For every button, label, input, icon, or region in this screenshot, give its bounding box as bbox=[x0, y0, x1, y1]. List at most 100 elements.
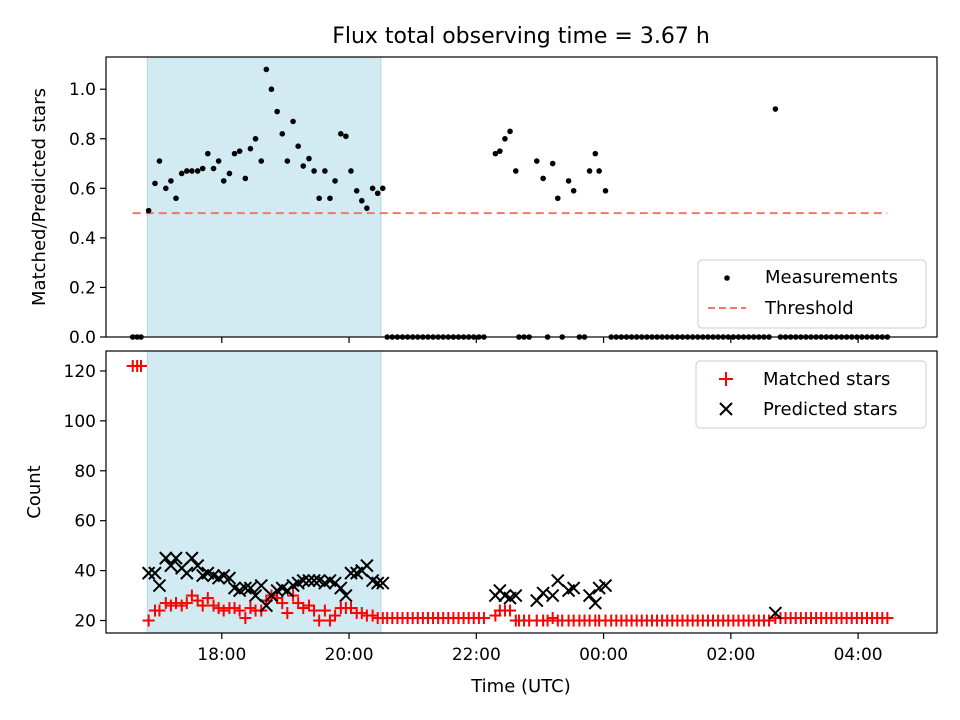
matched-star-point bbox=[881, 612, 894, 625]
matched-star-point bbox=[233, 604, 246, 617]
measurement-point bbox=[565, 178, 572, 184]
measurement-point bbox=[163, 185, 169, 192]
measurement-point bbox=[343, 133, 349, 140]
measurement-point bbox=[369, 185, 376, 192]
matched-star-point bbox=[228, 602, 241, 615]
measurement-point bbox=[497, 148, 503, 154]
bottom-legend-box bbox=[695, 360, 927, 429]
measurement-point bbox=[189, 168, 195, 174]
matched-star-point bbox=[201, 592, 214, 605]
predicted-star-point bbox=[545, 588, 560, 603]
measurement-point bbox=[554, 195, 561, 202]
matched-star-point bbox=[313, 614, 326, 627]
matched-star-point bbox=[207, 599, 220, 612]
matched-star-point bbox=[169, 597, 182, 610]
predicted-star-point bbox=[243, 581, 258, 595]
matched-star-point bbox=[308, 604, 321, 617]
predicted-star-point bbox=[598, 578, 613, 593]
predicted-star-point bbox=[582, 588, 597, 603]
measurement-point bbox=[226, 170, 233, 177]
matched-star-point bbox=[239, 612, 252, 625]
predicted-star-point bbox=[254, 578, 268, 593]
predicted-star-point bbox=[152, 578, 167, 593]
measurement-point bbox=[353, 188, 360, 194]
measurement-point bbox=[242, 175, 249, 182]
matched-star-point bbox=[297, 602, 310, 615]
matched-star-point bbox=[366, 609, 379, 622]
measurement-point bbox=[533, 158, 540, 164]
matched-legend-label: Matched stars bbox=[763, 369, 890, 390]
measurement-point bbox=[596, 168, 602, 174]
matched-star-point bbox=[175, 599, 188, 612]
matched-star-point bbox=[212, 602, 225, 615]
matched-star-point bbox=[244, 602, 257, 615]
predicted-star-point bbox=[370, 576, 385, 590]
observing-window-shade bbox=[146, 56, 382, 338]
measurement-point bbox=[358, 197, 365, 204]
predicted-star-point bbox=[536, 586, 550, 600]
predicted-star-point bbox=[159, 551, 173, 565]
top-legend: Measurements Threshold bbox=[697, 259, 927, 329]
predicted-star-point bbox=[164, 558, 178, 573]
bottom-y-tick-label: 80 bbox=[74, 462, 96, 482]
measurement-point bbox=[178, 170, 185, 177]
measurement-point bbox=[492, 150, 499, 157]
matched-star-point bbox=[504, 604, 517, 617]
top-y-tick-label: 1.0 bbox=[69, 80, 96, 100]
measurement-point bbox=[295, 143, 301, 150]
predicted-star-point bbox=[344, 566, 358, 580]
bottom-y-tick-label: 100 bbox=[64, 412, 96, 432]
predicted-star-point bbox=[360, 558, 374, 573]
predicted-star-point bbox=[190, 558, 205, 573]
predicted-star-point bbox=[180, 566, 194, 580]
matched-legend-marker bbox=[719, 372, 733, 386]
observing-window-shade-bottom bbox=[146, 350, 382, 634]
predicted-star-point bbox=[509, 588, 523, 603]
measurement-point bbox=[194, 168, 201, 174]
bottom-plot-area bbox=[126, 359, 894, 627]
measurement-point bbox=[258, 158, 265, 164]
threshold-legend-label: Threshold bbox=[764, 298, 854, 319]
predicted-star-point bbox=[339, 588, 353, 603]
predicted-star-point bbox=[169, 551, 183, 565]
predicted-star-point bbox=[185, 551, 199, 565]
measurement-point bbox=[284, 158, 291, 164]
predicted-star-point bbox=[566, 581, 581, 595]
measurement-point bbox=[220, 178, 227, 184]
predicted-star-point bbox=[238, 581, 253, 595]
matched-star-point bbox=[281, 607, 294, 620]
top-y-tick-label: 0.8 bbox=[69, 130, 96, 150]
predicted-star-point bbox=[551, 573, 565, 588]
x-tick-label: 20:00 bbox=[325, 645, 374, 665]
measurement-point bbox=[379, 185, 386, 192]
matched-star-point bbox=[159, 597, 172, 610]
measurement-point bbox=[210, 165, 217, 172]
predicted-star-point bbox=[222, 571, 237, 585]
matched-star-point bbox=[153, 604, 166, 617]
top-y-tick-label: 0.6 bbox=[69, 179, 96, 199]
matched-star-point bbox=[134, 359, 147, 372]
top-y-tick-label: 0.4 bbox=[69, 229, 96, 249]
measurement-point bbox=[300, 163, 307, 169]
measurement-point bbox=[364, 205, 370, 211]
measurement-point bbox=[570, 188, 577, 194]
measurement-point bbox=[507, 128, 513, 135]
x-tick-label: 22:00 bbox=[452, 645, 501, 665]
measurement-point bbox=[199, 165, 206, 172]
measurement-point bbox=[231, 150, 238, 157]
measurement-point bbox=[540, 175, 546, 182]
bottom-legend: Matched stars Predicted stars bbox=[695, 360, 927, 429]
measurement-point bbox=[586, 168, 593, 174]
matched-star-point bbox=[196, 599, 209, 612]
top-y-tick-label: 0.0 bbox=[69, 328, 96, 348]
matched-star-point bbox=[329, 609, 342, 622]
top-axes-ticks: 0.0 0.2 0.4 0.6 0.8 1.0 bbox=[69, 80, 859, 348]
bottom-y-tick-label: 20 bbox=[74, 612, 96, 632]
matched-star-point bbox=[276, 597, 289, 610]
measurement-point bbox=[602, 188, 609, 194]
x-tick-label: 04:00 bbox=[834, 645, 883, 665]
matched-star-point bbox=[541, 614, 554, 627]
predicted-star-point bbox=[296, 573, 310, 588]
measurement-point bbox=[374, 190, 381, 197]
